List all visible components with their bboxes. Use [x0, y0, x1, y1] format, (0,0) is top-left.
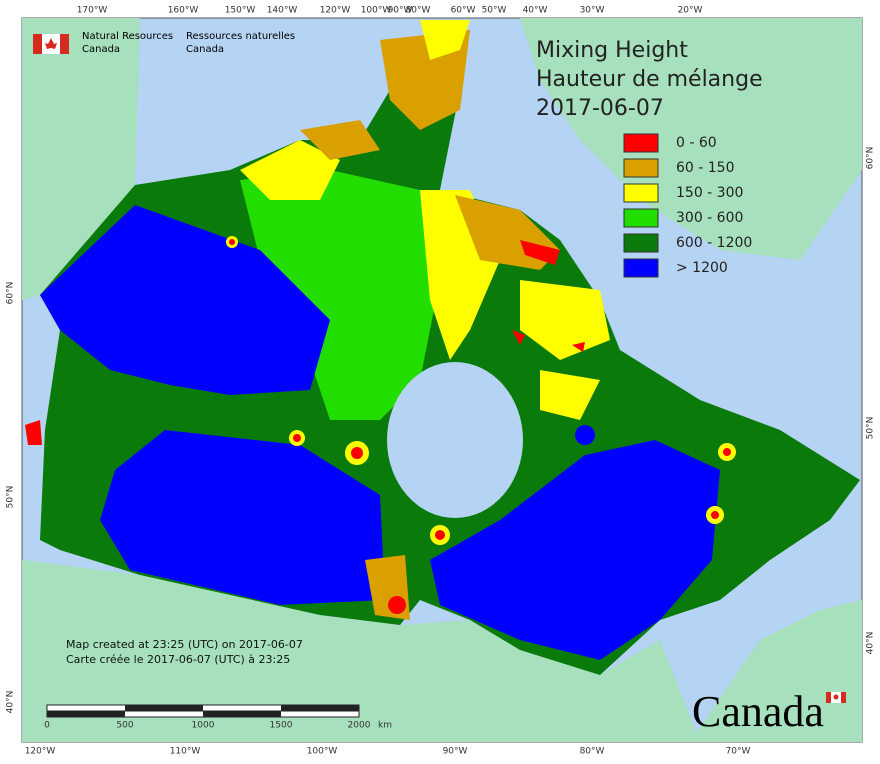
- graticule-label: 80°W: [406, 6, 431, 16]
- agency-fr: Ressources naturelles: [186, 31, 295, 42]
- graticule-label: 100°W: [361, 6, 392, 16]
- legend-label: 300 - 600: [676, 210, 743, 226]
- scale-label: 2000: [348, 721, 371, 731]
- legend-label: 600 - 1200: [676, 235, 752, 251]
- canada: [25, 20, 860, 675]
- graticule-label: 80°W: [580, 747, 605, 757]
- graticule-label: 90°W: [443, 747, 468, 757]
- canada-wordmark: Canada: [692, 687, 846, 736]
- graticule-label: 20°W: [678, 6, 703, 16]
- agency-logo: Natural Resources Canada Ressources natu…: [33, 31, 295, 55]
- graticule-label: 40°W: [523, 6, 548, 16]
- legend-label: 0 - 60: [676, 135, 717, 151]
- legend-swatch: [623, 158, 659, 178]
- graticule-label: 110°W: [170, 747, 201, 757]
- title-date: 2017-06-07: [536, 96, 664, 121]
- graticule-label: 100°W: [307, 747, 338, 757]
- graticule-label: 150°W: [225, 6, 256, 16]
- graticule-label: 120°W: [320, 6, 351, 16]
- agency-en: Canada: [82, 44, 120, 55]
- legend-swatch: [623, 133, 659, 153]
- title: Hauteur de mélange: [536, 67, 763, 92]
- agency-en: Natural Resources: [82, 31, 173, 42]
- graticule-label: 40°N: [866, 632, 876, 655]
- wordmark: Canada: [692, 687, 824, 736]
- note: Map created at 23:25 (UTC) on 2017-06-07: [66, 638, 303, 651]
- legend-label: > 1200: [676, 260, 728, 276]
- graticule-label: 50°W: [482, 6, 507, 16]
- agency-fr: Canada: [186, 44, 224, 55]
- scale-label: 1000: [192, 721, 215, 731]
- graticule-label: 50°N: [866, 417, 876, 440]
- scale-label: 1500: [270, 721, 293, 731]
- scale-bar: [46, 704, 360, 718]
- graticule-label: 170°W: [77, 6, 108, 16]
- scale-label: 500: [116, 721, 133, 731]
- graticule-label: 50°N: [6, 486, 16, 509]
- graticule-label: 60°N: [866, 147, 876, 170]
- foreign-land: [22, 18, 862, 742]
- graticule-label: 90°W: [388, 6, 413, 16]
- scale-unit: km: [378, 721, 392, 731]
- graticule-label: 60°W: [451, 6, 476, 16]
- legend-swatch: [623, 183, 659, 203]
- legend-swatch: [623, 258, 659, 278]
- legend-label: 60 - 150: [676, 160, 735, 176]
- graticule-label: 140°W: [267, 6, 298, 16]
- note: Carte créée le 2017-06-07 (UTC) à 23:25: [66, 653, 290, 666]
- legend-swatch: [623, 233, 659, 253]
- graticule-label: 40°N: [6, 691, 16, 714]
- graticule-label: 160°W: [168, 6, 199, 16]
- legend-swatch: [623, 208, 659, 228]
- scale-label: 0: [44, 721, 50, 731]
- title: Mixing Height: [536, 38, 688, 63]
- graticule-label: 120°W: [25, 747, 56, 757]
- legend-label: 150 - 300: [676, 185, 743, 201]
- graticule-label: 30°W: [580, 6, 605, 16]
- graticule-label: 70°W: [726, 747, 751, 757]
- graticule-label: 60°N: [6, 282, 16, 305]
